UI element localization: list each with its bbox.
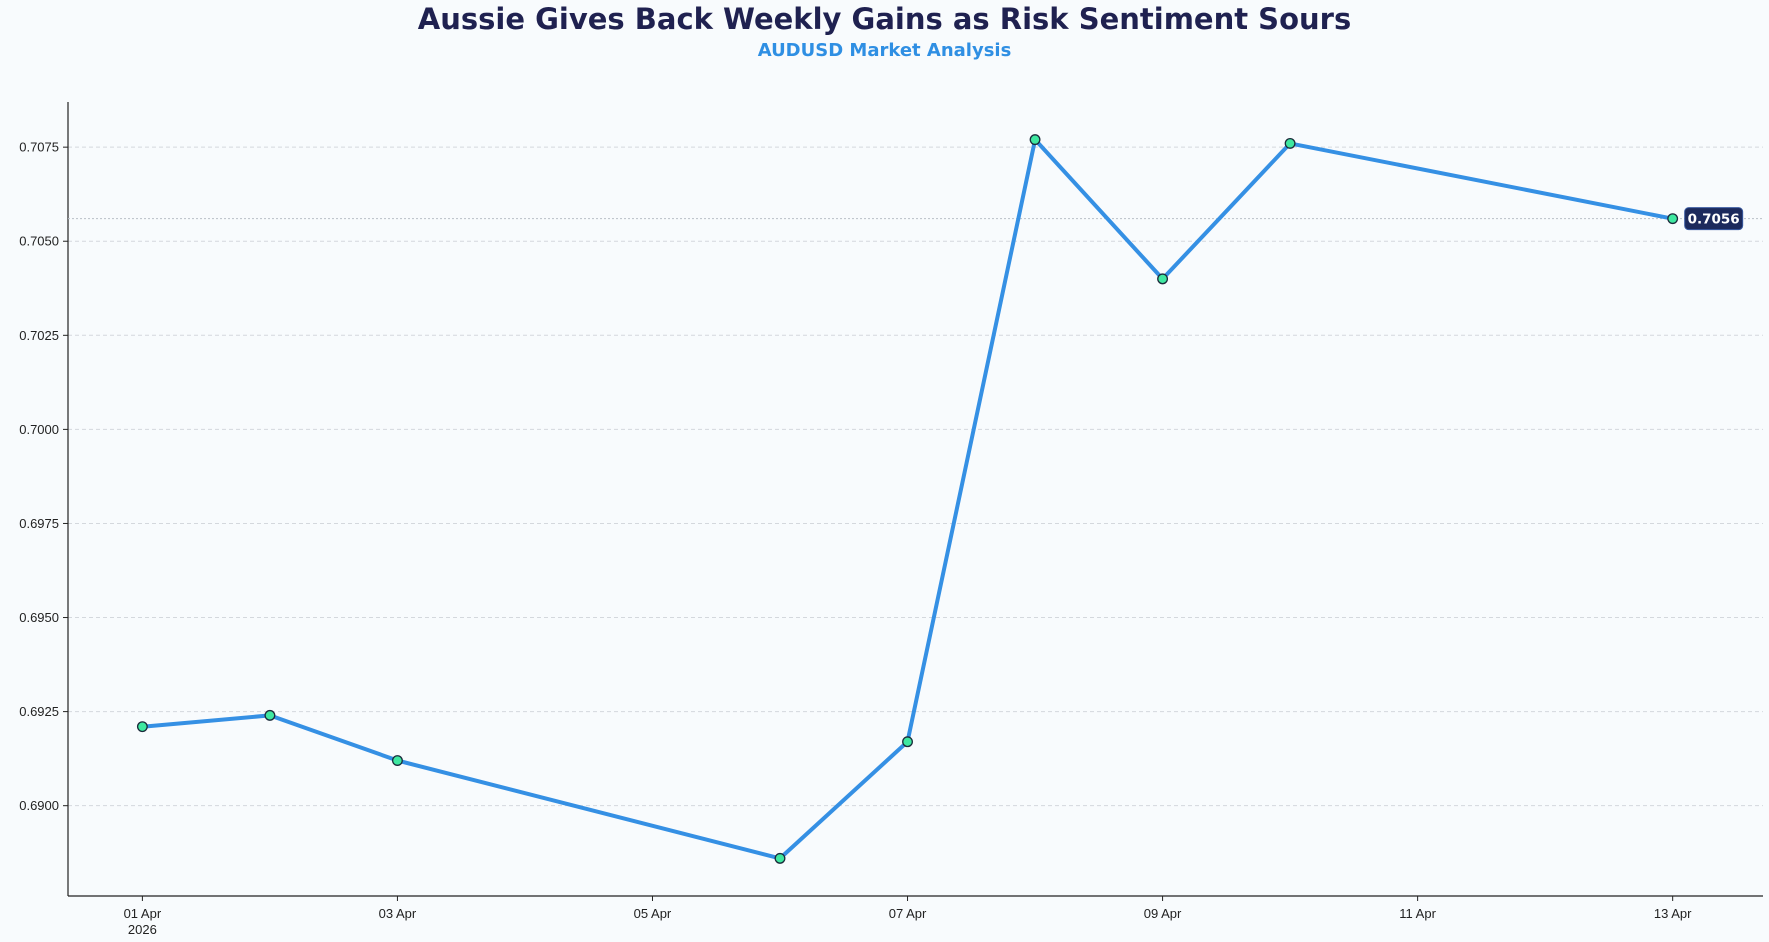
chart-title: Aussie Gives Back Weekly Gains as Risk S… [417,2,1352,36]
last-value-label: 0.7056 [1688,212,1740,228]
y-tick-label: 0.6950 [19,610,59,625]
y-tick-label: 0.7000 [19,422,59,437]
data-point [774,852,786,864]
x-tick-label: 13 Apr [1654,906,1692,921]
data-point [1157,273,1169,285]
data-point [1284,137,1296,149]
y-tick-label: 0.7050 [19,234,59,249]
series-line [140,137,1675,861]
data-point [902,736,913,748]
x-tick-label: 05 Apr [634,906,672,921]
data-point [136,721,148,733]
y-tick-label: 0.6900 [19,798,59,813]
data-point [1667,213,1679,225]
x-tick-label: 09 Apr [1144,906,1182,921]
y-tick-label: 0.6925 [19,704,59,719]
y-tick-label: 0.7025 [19,328,59,343]
data-point [264,709,276,721]
x-tick-sublabel: 2026 [128,922,157,937]
y-tick-label: 0.7075 [19,140,59,155]
x-tick-label: 01 Apr [124,906,162,921]
chart-subtitle: AUDUSD Market Analysis [757,40,1012,61]
data-point [1029,134,1041,146]
data-point [391,755,403,766]
last-value-badge [1684,207,1744,231]
x-tick-label: 07 Apr [889,906,927,921]
x-tick-label: 11 Apr [1399,906,1436,921]
y-tick-label: 0.6975 [19,516,59,531]
x-tick-label: 03 Apr [379,906,417,921]
